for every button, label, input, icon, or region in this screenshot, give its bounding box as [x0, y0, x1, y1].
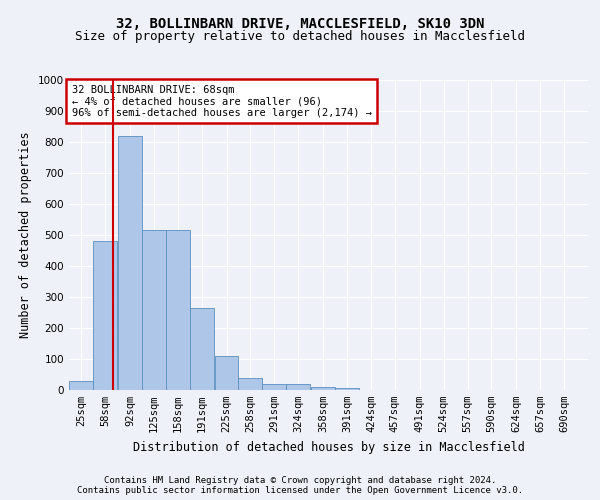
Bar — [118, 136, 142, 390]
Text: Size of property relative to detached houses in Macclesfield: Size of property relative to detached ho… — [75, 30, 525, 43]
Bar — [190, 308, 214, 390]
Text: 32 BOLLINBARN DRIVE: 68sqm
← 4% of detached houses are smaller (96)
96% of semi-: 32 BOLLINBARN DRIVE: 68sqm ← 4% of detac… — [71, 84, 371, 118]
Text: Contains public sector information licensed under the Open Government Licence v3: Contains public sector information licen… — [77, 486, 523, 495]
Bar — [166, 230, 190, 390]
X-axis label: Distribution of detached houses by size in Macclesfield: Distribution of detached houses by size … — [133, 440, 524, 454]
Bar — [311, 387, 335, 390]
Bar — [286, 384, 310, 390]
Bar — [335, 388, 359, 390]
Text: 32, BOLLINBARN DRIVE, MACCLESFIELD, SK10 3DN: 32, BOLLINBARN DRIVE, MACCLESFIELD, SK10… — [116, 18, 484, 32]
Bar — [142, 230, 166, 390]
Bar — [238, 378, 262, 390]
Bar — [262, 384, 286, 390]
Y-axis label: Number of detached properties: Number of detached properties — [19, 132, 32, 338]
Bar — [215, 356, 238, 390]
Text: Contains HM Land Registry data © Crown copyright and database right 2024.: Contains HM Land Registry data © Crown c… — [104, 476, 496, 485]
Bar — [94, 241, 117, 390]
Bar — [70, 382, 94, 390]
